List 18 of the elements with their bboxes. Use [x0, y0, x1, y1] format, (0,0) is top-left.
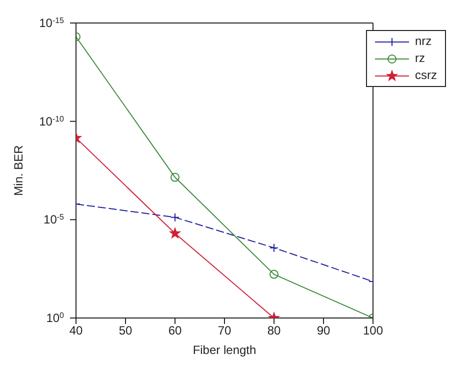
x-tick-label: 90	[316, 324, 330, 338]
legend-label: rz	[415, 50, 425, 67]
x-tick-label: 80	[267, 324, 281, 338]
y-axis-title: Min. BER	[11, 144, 26, 196]
x-tick-label: 50	[118, 324, 132, 338]
y-tick-label: 10$^{-15}$	[39, 16, 65, 30]
y-tick-label: 10$^{-10}$	[39, 114, 65, 128]
y-tick-label: 10$^{-5}$	[44, 212, 65, 227]
x-tick-label: 100	[362, 324, 384, 338]
point	[270, 270, 278, 279]
y-tick-label: 10$^{0}$	[46, 310, 65, 325]
legend-label: nrz	[415, 33, 432, 50]
legend-label: csrz	[415, 67, 437, 84]
point	[170, 172, 180, 182]
x-tick-label: 40	[69, 324, 83, 338]
x-tick-label: 60	[168, 324, 182, 338]
x-tick-label: 70	[218, 324, 232, 338]
x-axis-title: Fiber length	[192, 343, 256, 357]
